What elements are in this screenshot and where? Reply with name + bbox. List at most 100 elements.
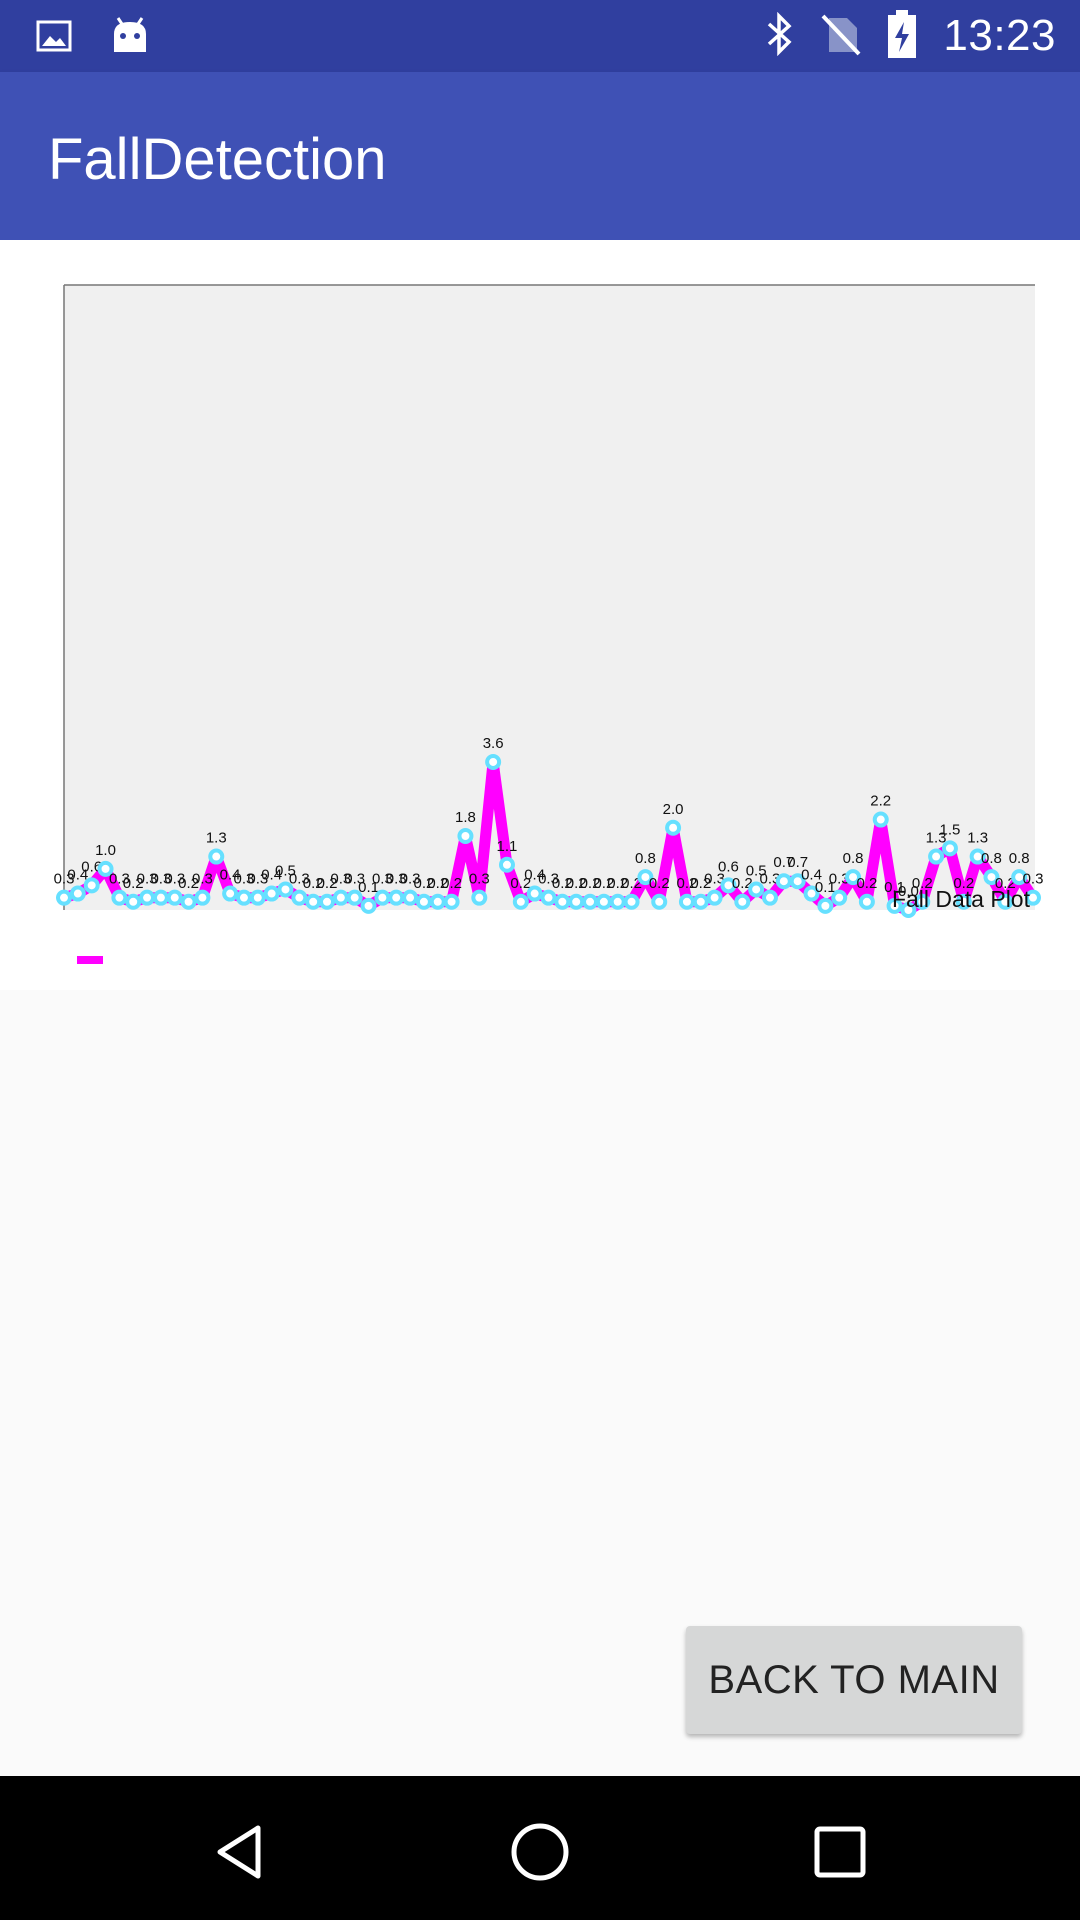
data-label: 0.2	[413, 875, 434, 892]
data-point	[803, 885, 820, 902]
data-label: 0.3	[400, 871, 421, 888]
data-point	[748, 881, 765, 898]
data-label: 0.4	[801, 867, 822, 884]
annotation-text: Fall Data Plot	[892, 886, 1031, 912]
data-label: 1.8	[455, 809, 476, 826]
data-point	[222, 885, 239, 902]
data-label: 0.3	[330, 871, 351, 888]
data-point	[415, 893, 432, 910]
data-point	[1011, 869, 1028, 886]
data-point	[512, 893, 529, 910]
data-label: 0.7	[773, 854, 794, 871]
data-label: 0.7	[787, 854, 808, 871]
data-point	[720, 877, 737, 894]
data-point	[485, 753, 502, 770]
data-point	[235, 889, 252, 906]
data-point	[194, 889, 211, 906]
data-point	[346, 889, 363, 906]
data-label: 2.0	[663, 801, 684, 818]
app-title: FallDetection	[48, 127, 387, 192]
data-label: 1.0	[95, 842, 116, 859]
back-to-main-button[interactable]: BACK TO MAIN	[686, 1626, 1022, 1734]
data-point	[402, 889, 419, 906]
data-point	[651, 893, 668, 910]
data-label: 0.2	[441, 875, 462, 892]
data-point	[582, 893, 599, 910]
data-label: 1.3	[206, 830, 227, 847]
android-icon	[110, 16, 150, 61]
data-point	[139, 889, 156, 906]
data-point	[429, 893, 446, 910]
data-label: 0.2	[580, 875, 601, 892]
data-point	[706, 889, 723, 906]
data-label: 0.2	[552, 875, 573, 892]
fall-data-chart: 0.30.40.61.00.30.20.30.30.30.20.31.30.40…	[54, 284, 1043, 964]
data-point	[540, 889, 557, 906]
plot-background	[64, 285, 1035, 910]
data-point	[111, 889, 128, 906]
data-point	[56, 889, 72, 906]
data-point	[291, 889, 308, 906]
data-label: 1.5	[940, 821, 961, 838]
data-point	[277, 881, 294, 898]
data-point	[166, 889, 183, 906]
data-point	[69, 885, 86, 902]
data-point	[789, 873, 806, 890]
data-label: 0.2	[427, 875, 448, 892]
data-point	[858, 893, 875, 910]
data-label: 1.3	[967, 830, 988, 847]
status-bar: 13:23	[0, 0, 1080, 72]
data-point	[969, 848, 986, 865]
data-point	[443, 893, 460, 910]
data-label: 0.2	[123, 875, 144, 892]
data-label: 0.8	[635, 850, 656, 867]
data-label: 0.5	[275, 862, 296, 879]
legend-swatch	[77, 956, 103, 964]
data-label: 1.1	[497, 838, 518, 855]
data-label: 0.6	[718, 858, 739, 875]
data-label: 0.2	[317, 875, 338, 892]
data-label: 0.3	[234, 871, 255, 888]
data-point	[900, 902, 917, 918]
data-label: 0.8	[981, 850, 1002, 867]
data-point	[623, 893, 640, 910]
data-point	[374, 889, 391, 906]
data-point	[457, 827, 474, 844]
data-label: 0.4	[67, 867, 88, 884]
data-label: 0.3	[289, 871, 310, 888]
data-point	[928, 848, 945, 865]
data-label: 0.4	[220, 867, 241, 884]
data-label: 0.0	[898, 883, 919, 900]
data-label: 0.2	[953, 875, 974, 892]
data-label: 0.3	[760, 871, 781, 888]
data-label: 0.3	[469, 871, 490, 888]
data-label: 0.3	[247, 871, 268, 888]
data-label: 0.2	[566, 875, 587, 892]
chart-card: 0.3 0.4 0.6 1.0 0.3 0.2 0.3 0.3 0.3 0.2 0.3 1.3 0.4 0…	[0, 240, 1080, 990]
data-point	[249, 889, 266, 906]
data-point	[180, 893, 197, 910]
data-point	[609, 893, 626, 910]
recents-icon[interactable]	[800, 1812, 880, 1892]
data-label: 0.2	[690, 875, 711, 892]
back-icon[interactable]	[200, 1812, 280, 1892]
data-point	[831, 889, 848, 906]
data-label: 0.2	[676, 875, 697, 892]
data-point	[526, 885, 543, 902]
data-label: 0.8	[843, 850, 864, 867]
data-point	[388, 889, 405, 906]
data-label: 0.2	[621, 875, 642, 892]
data-point	[83, 877, 100, 894]
data-label: 2.2	[870, 793, 891, 810]
data-label: 0.1	[815, 879, 836, 896]
data-point	[817, 897, 834, 914]
data-label: 0.2	[593, 875, 614, 892]
data-label: 0.3	[164, 871, 185, 888]
data-label: 0.3	[54, 871, 75, 888]
battery-charging-icon	[887, 9, 917, 63]
data-point	[914, 893, 931, 910]
data-label: 0.3	[150, 871, 171, 888]
data-label: 0.3	[538, 871, 559, 888]
data-point	[125, 893, 142, 910]
home-icon[interactable]	[500, 1812, 580, 1892]
